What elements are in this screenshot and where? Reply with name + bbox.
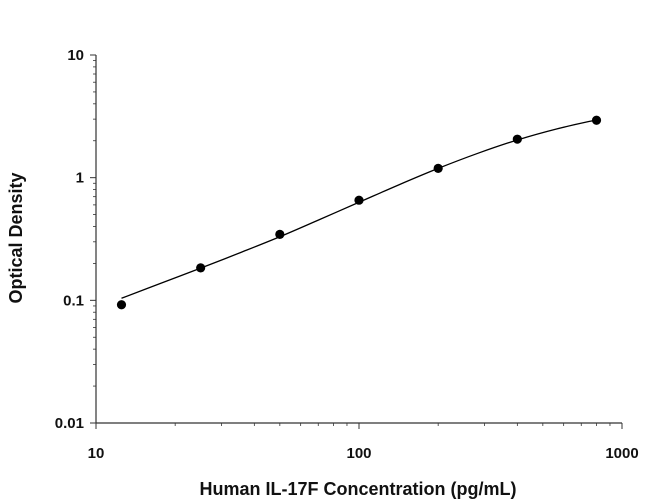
data-point	[275, 229, 285, 239]
x-tick-label: 1000	[605, 445, 638, 462]
ticks	[90, 54, 623, 429]
y-tick-label: 0.1	[63, 292, 84, 309]
data-point	[354, 195, 364, 205]
data-point	[512, 134, 522, 144]
x-tick-label: 10	[88, 445, 105, 462]
data-point	[591, 115, 602, 125]
y-tick-label: 0.01	[55, 415, 84, 432]
tick-labels: 0.01 0.1 1 10 10 100 1000	[55, 47, 639, 462]
data-points	[116, 115, 602, 310]
x-axis-title: Human IL-17F Concentration (pg/mL)	[200, 479, 517, 499]
data-point	[116, 300, 127, 310]
data-point	[433, 163, 443, 173]
fit-curve	[121, 119, 597, 299]
y-tick-label: 1	[76, 170, 84, 187]
axes	[95, 55, 622, 424]
x-tick-label: 100	[346, 445, 371, 462]
data-point	[196, 263, 206, 273]
y-axis-title: Optical Density	[6, 172, 26, 303]
y-tick-label: 10	[67, 47, 84, 64]
